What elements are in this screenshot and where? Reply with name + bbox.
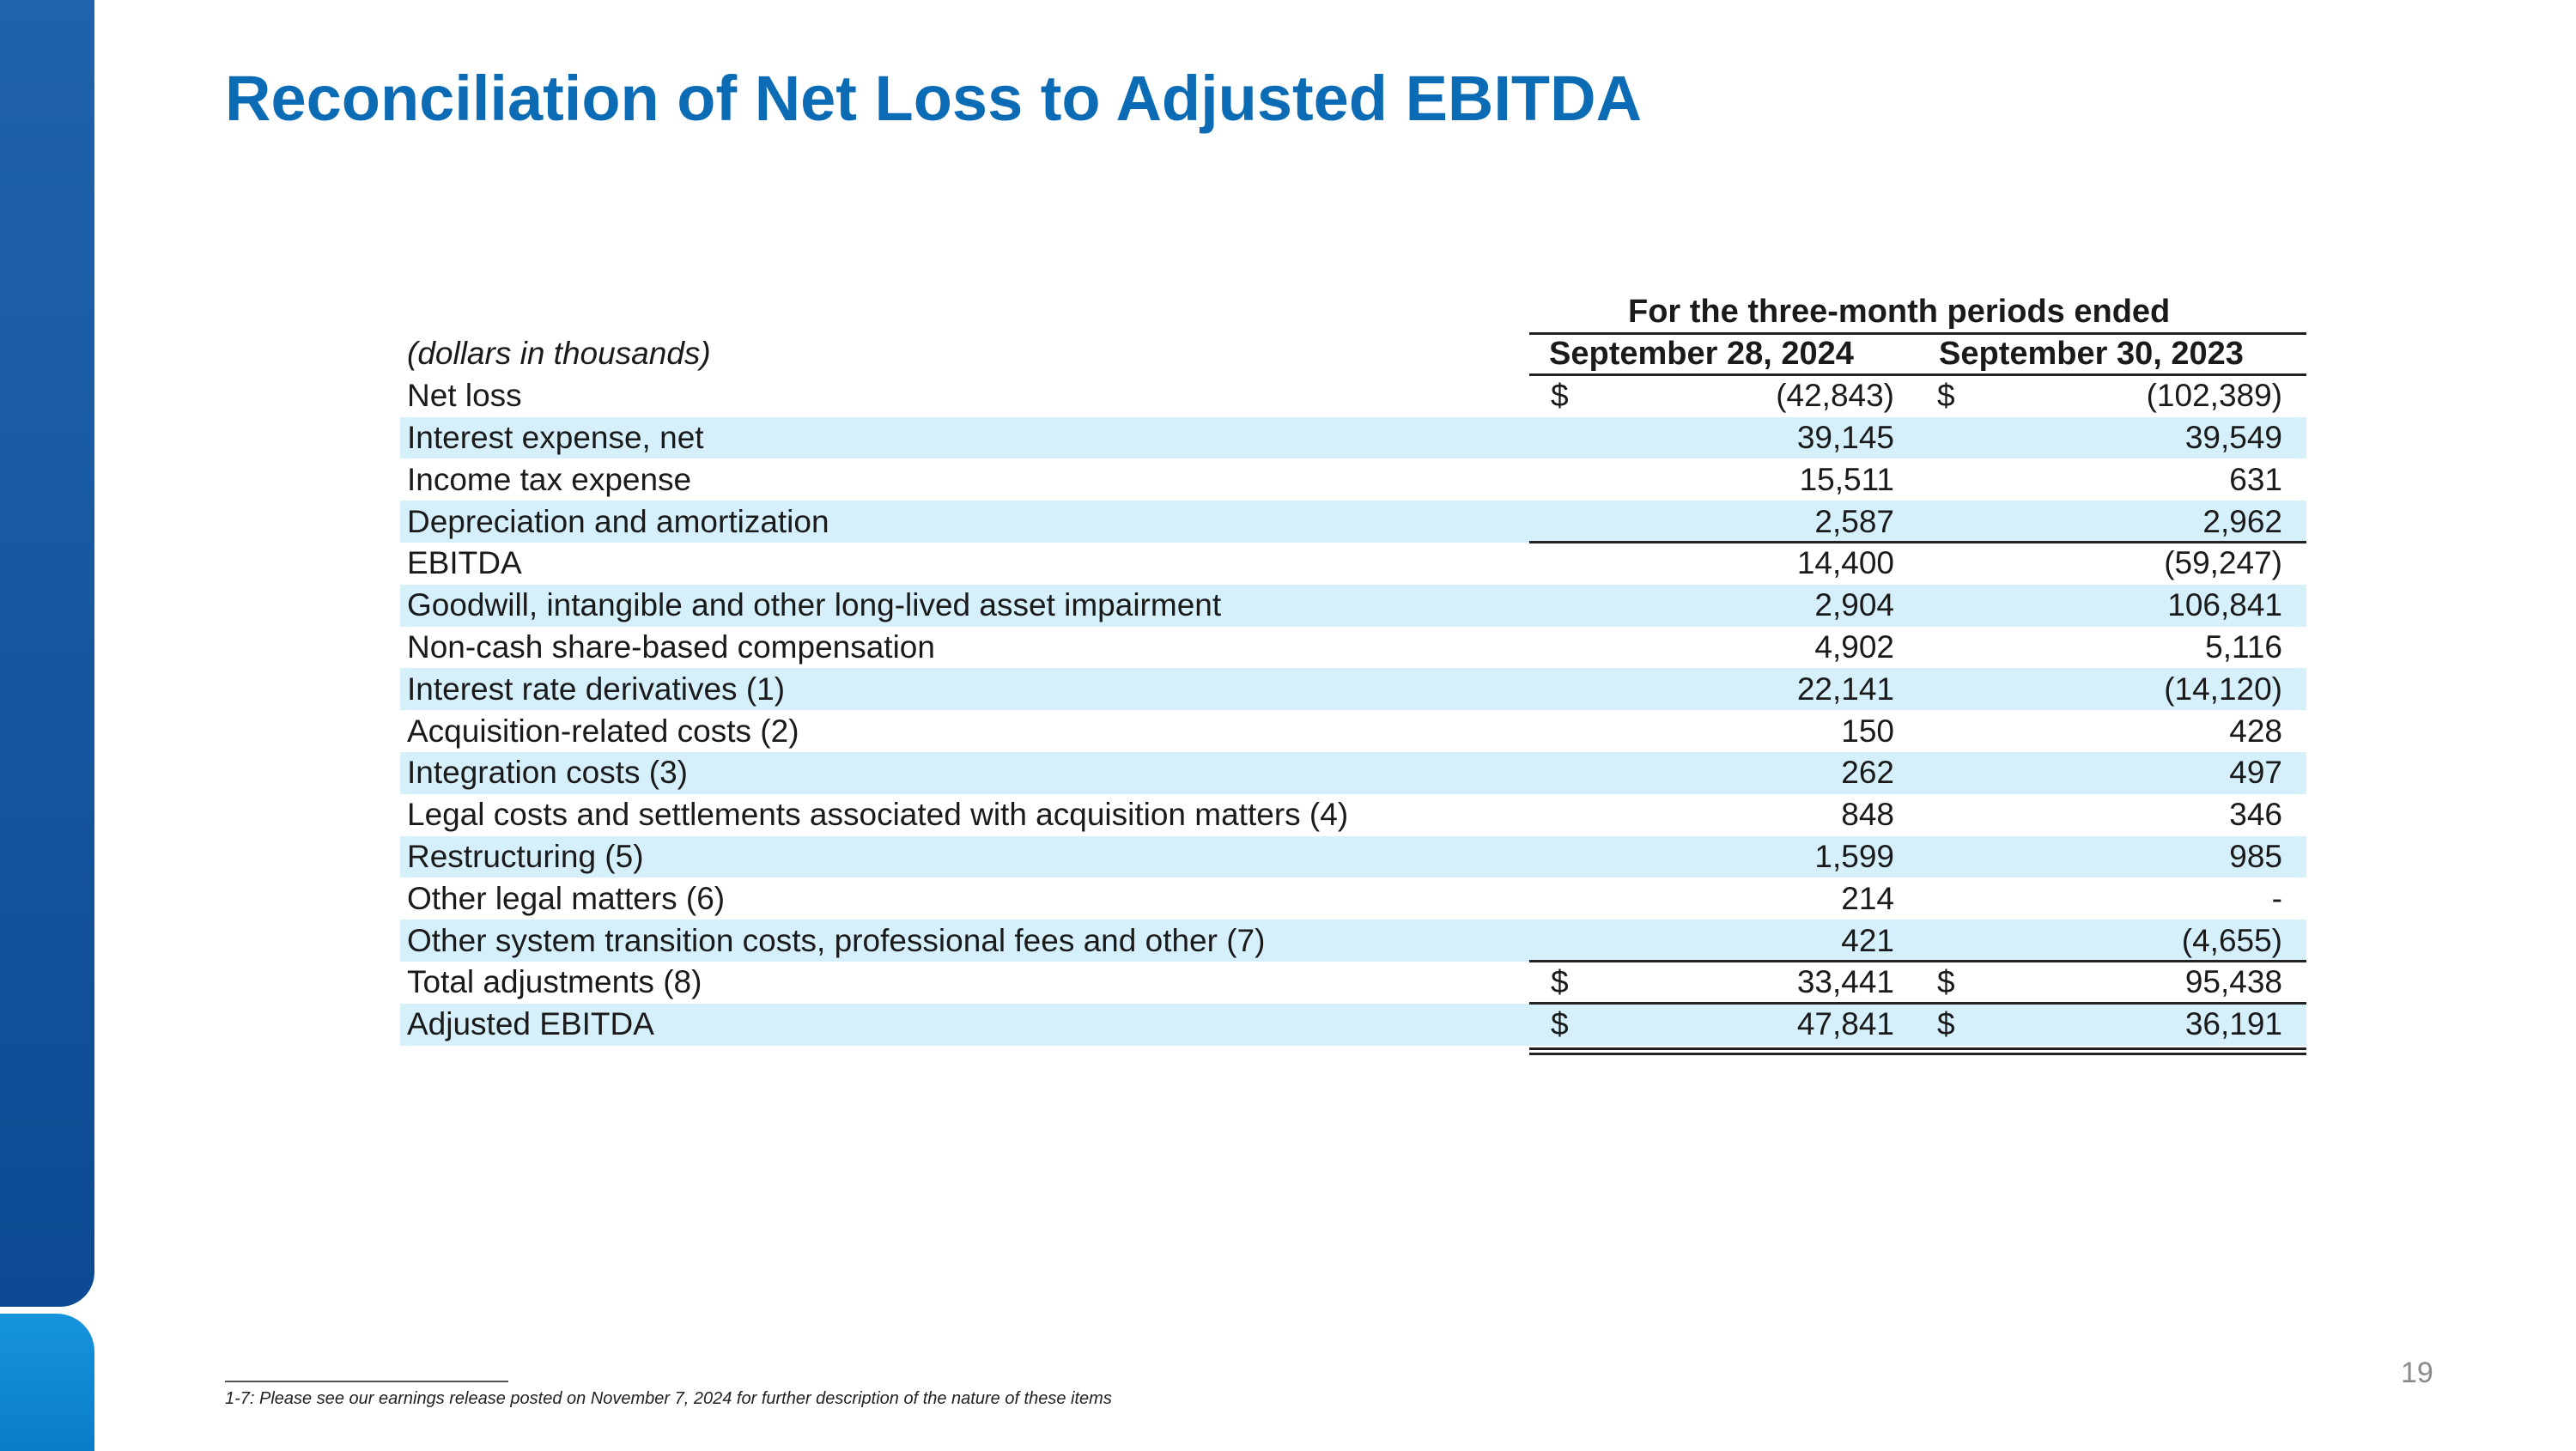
double-underline-top — [1529, 1047, 2306, 1050]
row-label: Interest expense, net — [407, 419, 704, 455]
value-2024: 214 — [1841, 880, 1894, 916]
row-label: Integration costs (3) — [407, 755, 688, 791]
value-2024: 33,441 — [1796, 964, 1894, 1000]
value-2023: - — [2271, 880, 2282, 916]
value-2023: 497 — [2229, 755, 2282, 791]
table-body: Net loss $ (42,843) $ (102,389) Interest expe… — [400, 375, 2306, 1046]
adjusted-ebitda-line — [1529, 1001, 2306, 1005]
value-2024: 15,511 — [1799, 461, 1894, 497]
page-number: 19 — [2401, 1357, 2433, 1389]
currency-symbol-2023: $ — [1937, 378, 1955, 414]
row-shading — [400, 920, 2306, 962]
table-row: Interest expense, net 39,145 39,549 — [400, 416, 2306, 459]
column-header-2024: September 28, 2024 — [1549, 335, 1854, 372]
row-shading — [400, 668, 2306, 711]
row-shading — [400, 751, 2306, 794]
row-shading — [400, 416, 2306, 459]
value-2023: (102,389) — [2146, 378, 2282, 414]
value-2024: 14,400 — [1796, 545, 1894, 581]
value-2024: 2,587 — [1814, 503, 1894, 539]
row-label: Other system transition costs, professio… — [407, 922, 1266, 958]
sidebar-decoration-top — [0, 0, 94, 1307]
table-group-header-row: For the three-month periods ended — [400, 290, 2306, 333]
value-2023: 5,116 — [2205, 628, 2282, 665]
table-row: Depreciation and amortization 2,587 2,962 — [400, 501, 2306, 543]
page-title: Reconciliation of Net Loss to Adjusted E… — [225, 63, 1643, 134]
row-shading — [400, 1003, 2306, 1046]
value-2024: 150 — [1841, 713, 1894, 749]
row-shading — [400, 584, 2306, 627]
value-2023: 428 — [2229, 713, 2282, 749]
table-row: Other system transition costs, professio… — [400, 920, 2306, 962]
table-column-header-row: (dollars in thousands) September 28, 202… — [400, 333, 2306, 375]
value-2024: 421 — [1841, 922, 1894, 958]
double-underline-bottom — [1529, 1052, 2306, 1055]
table-row: Adjusted EBITDA $47,841 $36,191 — [400, 1003, 2306, 1046]
footnote-divider — [225, 1381, 508, 1382]
currency-symbol-2024: $ — [1551, 964, 1569, 1000]
footnote: 1-7: Please see our earnings release pos… — [225, 1389, 1112, 1408]
table-row: Income tax expense 15,511 631 — [400, 458, 2306, 501]
value-2023: 346 — [2229, 797, 2282, 833]
row-label: EBITDA — [407, 545, 522, 581]
value-2023: 39,549 — [2184, 419, 2282, 455]
table-row: Net loss $ (42,843) $ (102,389) — [400, 375, 2306, 417]
value-2023: (59,247) — [2164, 545, 2282, 581]
row-label: Acquisition-related costs (2) — [407, 713, 799, 749]
column-header-2023: September 30, 2023 — [1939, 335, 2244, 372]
row-label: Goodwill, intangible and other long-live… — [407, 587, 1222, 623]
value-2023: 95,438 — [2184, 964, 2282, 1000]
currency-symbol-2023: $ — [1937, 964, 1955, 1000]
table-row: Restructuring (5) 1,599 985 — [400, 835, 2306, 878]
table-row: EBITDA 14,400 (59,247) — [400, 543, 2306, 585]
row-shading — [400, 501, 2306, 543]
value-2024: 39,145 — [1796, 419, 1894, 455]
row-label: Depreciation and amortization — [407, 503, 829, 539]
value-2024: 1,599 — [1814, 838, 1894, 874]
row-label: Income tax expense — [407, 461, 692, 497]
value-2023: 106,841 — [2167, 587, 2282, 623]
row-shading — [400, 835, 2306, 878]
row-label: Legal costs and settlements associated w… — [407, 797, 1349, 833]
total-adjustments-line — [1529, 960, 2306, 962]
value-2023: (14,120) — [2164, 671, 2282, 707]
row-label: Net loss — [407, 378, 522, 414]
row-label: Non-cash share-based compensation — [407, 628, 935, 665]
table-row: Goodwill, intangible and other long-live… — [400, 584, 2306, 627]
row-label: Other legal matters (6) — [407, 880, 726, 916]
table-row: Legal costs and settlements associated w… — [400, 794, 2306, 836]
table-row: Integration costs (3) 262 497 — [400, 751, 2306, 794]
table-row: Other legal matters (6) 214 - — [400, 877, 2306, 920]
row-label: Interest rate derivatives (1) — [407, 671, 786, 707]
financial-table: For the three-month periods ended (dolla… — [400, 290, 2306, 1055]
value-2024: 22,141 — [1796, 671, 1894, 707]
value-2024: (42,843) — [1776, 378, 1894, 414]
value-2024: 262 — [1841, 755, 1894, 791]
row-label: Total adjustments (8) — [407, 964, 702, 1000]
table-row: Non-cash share-based compensation 4,902 5,… — [400, 627, 2306, 669]
group-header-underline — [1529, 332, 2306, 335]
value-2023: 631 — [2229, 461, 2282, 497]
row-label: Restructuring (5) — [407, 838, 644, 874]
column-header-underline — [1529, 373, 2306, 376]
sidebar-decoration-bottom — [0, 1314, 94, 1451]
value-2024: 848 — [1841, 797, 1894, 833]
table-group-header: For the three-month periods ended — [1628, 293, 2171, 330]
value-2024: 2,904 — [1814, 587, 1894, 623]
value-2023: (4,655) — [2181, 922, 2282, 958]
table-row: Acquisition-related costs (2) 150 428 — [400, 710, 2306, 752]
value-2023: 985 — [2229, 838, 2282, 874]
table-row: Interest rate derivatives (1) 22,141 (14,1… — [400, 668, 2306, 711]
ebitda-subtotal-line — [1529, 541, 2306, 543]
value-2023: 36,191 — [2184, 1006, 2282, 1042]
value-2024: 4,902 — [1814, 628, 1894, 665]
row-label: Adjusted EBITDA — [407, 1006, 654, 1042]
value-2024: 47,841 — [1796, 1006, 1894, 1042]
table-row: Total adjustments (8) $33,441 $95,438 — [400, 962, 2306, 1004]
currency-symbol-2024: $ — [1551, 378, 1569, 414]
value-2023: 2,962 — [2202, 503, 2282, 539]
currency-symbol-2024: $ — [1551, 1006, 1569, 1042]
currency-symbol-2023: $ — [1937, 1006, 1955, 1042]
table-units-label: (dollars in thousands) — [407, 336, 711, 372]
